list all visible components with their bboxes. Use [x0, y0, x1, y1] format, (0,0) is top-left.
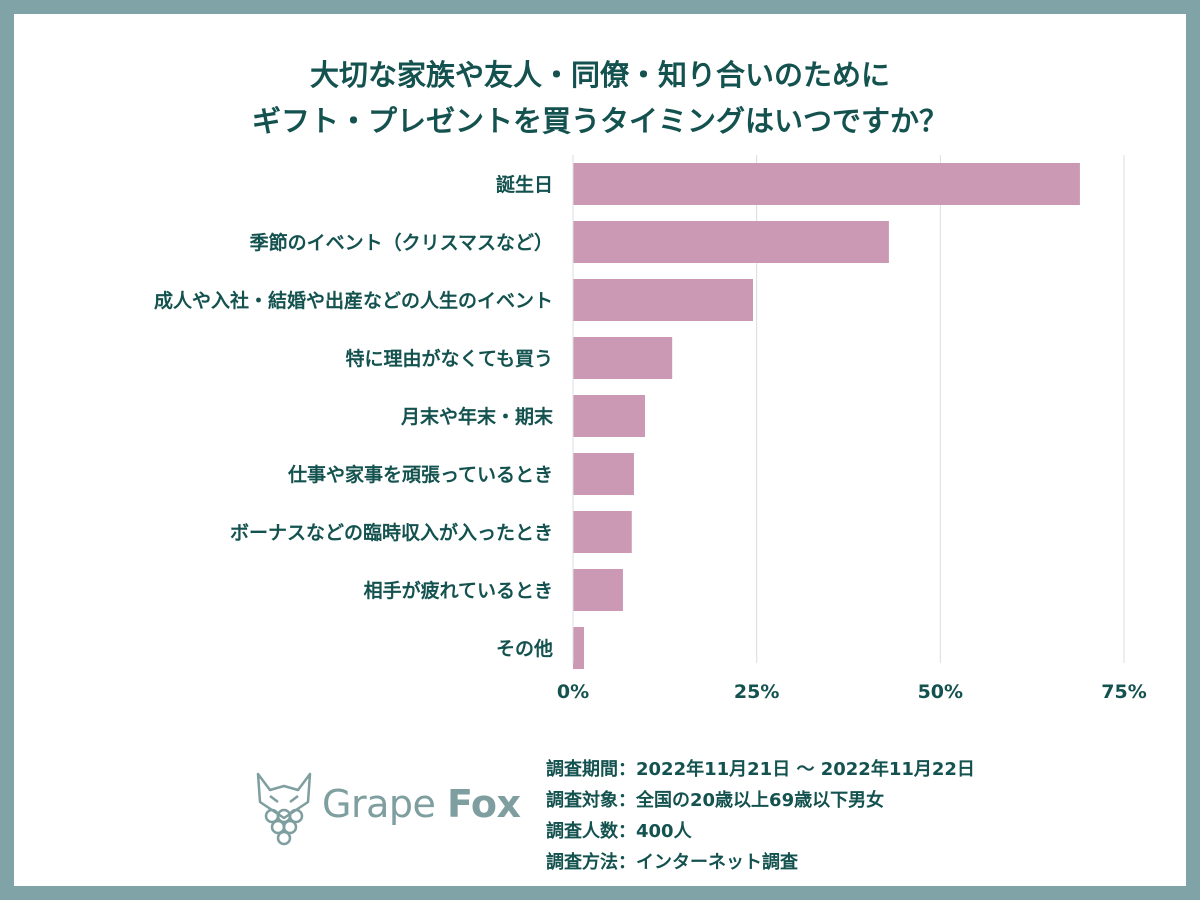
survey-count: 調査人数：400人 — [546, 821, 692, 842]
bar-5 — [573, 453, 634, 495]
survey-target: 調査対象：全国の20歳以上69歳以下男女 — [546, 790, 885, 811]
x-tick-label-2: 50% — [918, 681, 963, 703]
bar-8 — [573, 627, 585, 669]
survey-period: 調査期間：2022年11月21日 〜 2022年11月22日 — [546, 759, 975, 780]
category-label-7: 相手が疲れているとき — [364, 579, 553, 602]
category-label-1: 季節のイベント（クリスマスなど） — [250, 231, 553, 254]
logo-wordmark: Grape Fox — [322, 782, 521, 826]
bar-7 — [573, 569, 623, 611]
bar-2 — [573, 279, 753, 321]
chart-title: 大切な家族や友人・同僚・知り合いのために ギフト・プレゼントを買うタイミングはい… — [0, 52, 1200, 144]
logo-word-fox: Fox — [446, 782, 521, 826]
bar-0 — [573, 163, 1080, 205]
bar-4 — [573, 395, 645, 437]
category-label-5: 仕事や家事を頑張っているとき — [287, 463, 553, 486]
bar-1 — [573, 221, 889, 263]
survey-method: 調査方法：インターネット調査 — [546, 852, 798, 873]
category-label-4: 月末や年末・期末 — [400, 405, 554, 428]
x-tick-label-3: 75% — [1101, 681, 1146, 703]
category-label-3: 特に理由がなくても買う — [346, 347, 553, 370]
category-label-0: 誕生日 — [496, 173, 553, 196]
x-tick-label-0: 0% — [557, 681, 589, 703]
logo-word-grape: Grape — [322, 782, 436, 826]
chart-card — [14, 14, 1186, 886]
x-tick-label-1: 25% — [734, 681, 779, 703]
chart-title-line-2: ギフト・プレゼントを買うタイミングはいつですか？ — [251, 104, 948, 138]
grape-fox-icon — [256, 772, 312, 846]
category-label-6: ボーナスなどの臨時収入が入ったとき — [230, 521, 553, 544]
bar-6 — [573, 511, 632, 553]
category-label-8: その他 — [496, 637, 553, 660]
survey-info: 調査期間：2022年11月21日 〜 2022年11月22日 調査対象：全国の2… — [546, 754, 975, 878]
chart-title-line-1: 大切な家族や友人・同僚・知り合いのために — [309, 58, 890, 92]
bar-3 — [573, 337, 673, 379]
category-label-2: 成人や入社・結婚や出産などの人生のイベント — [154, 289, 553, 312]
grape-fox-logo: Grape Fox — [250, 770, 521, 850]
